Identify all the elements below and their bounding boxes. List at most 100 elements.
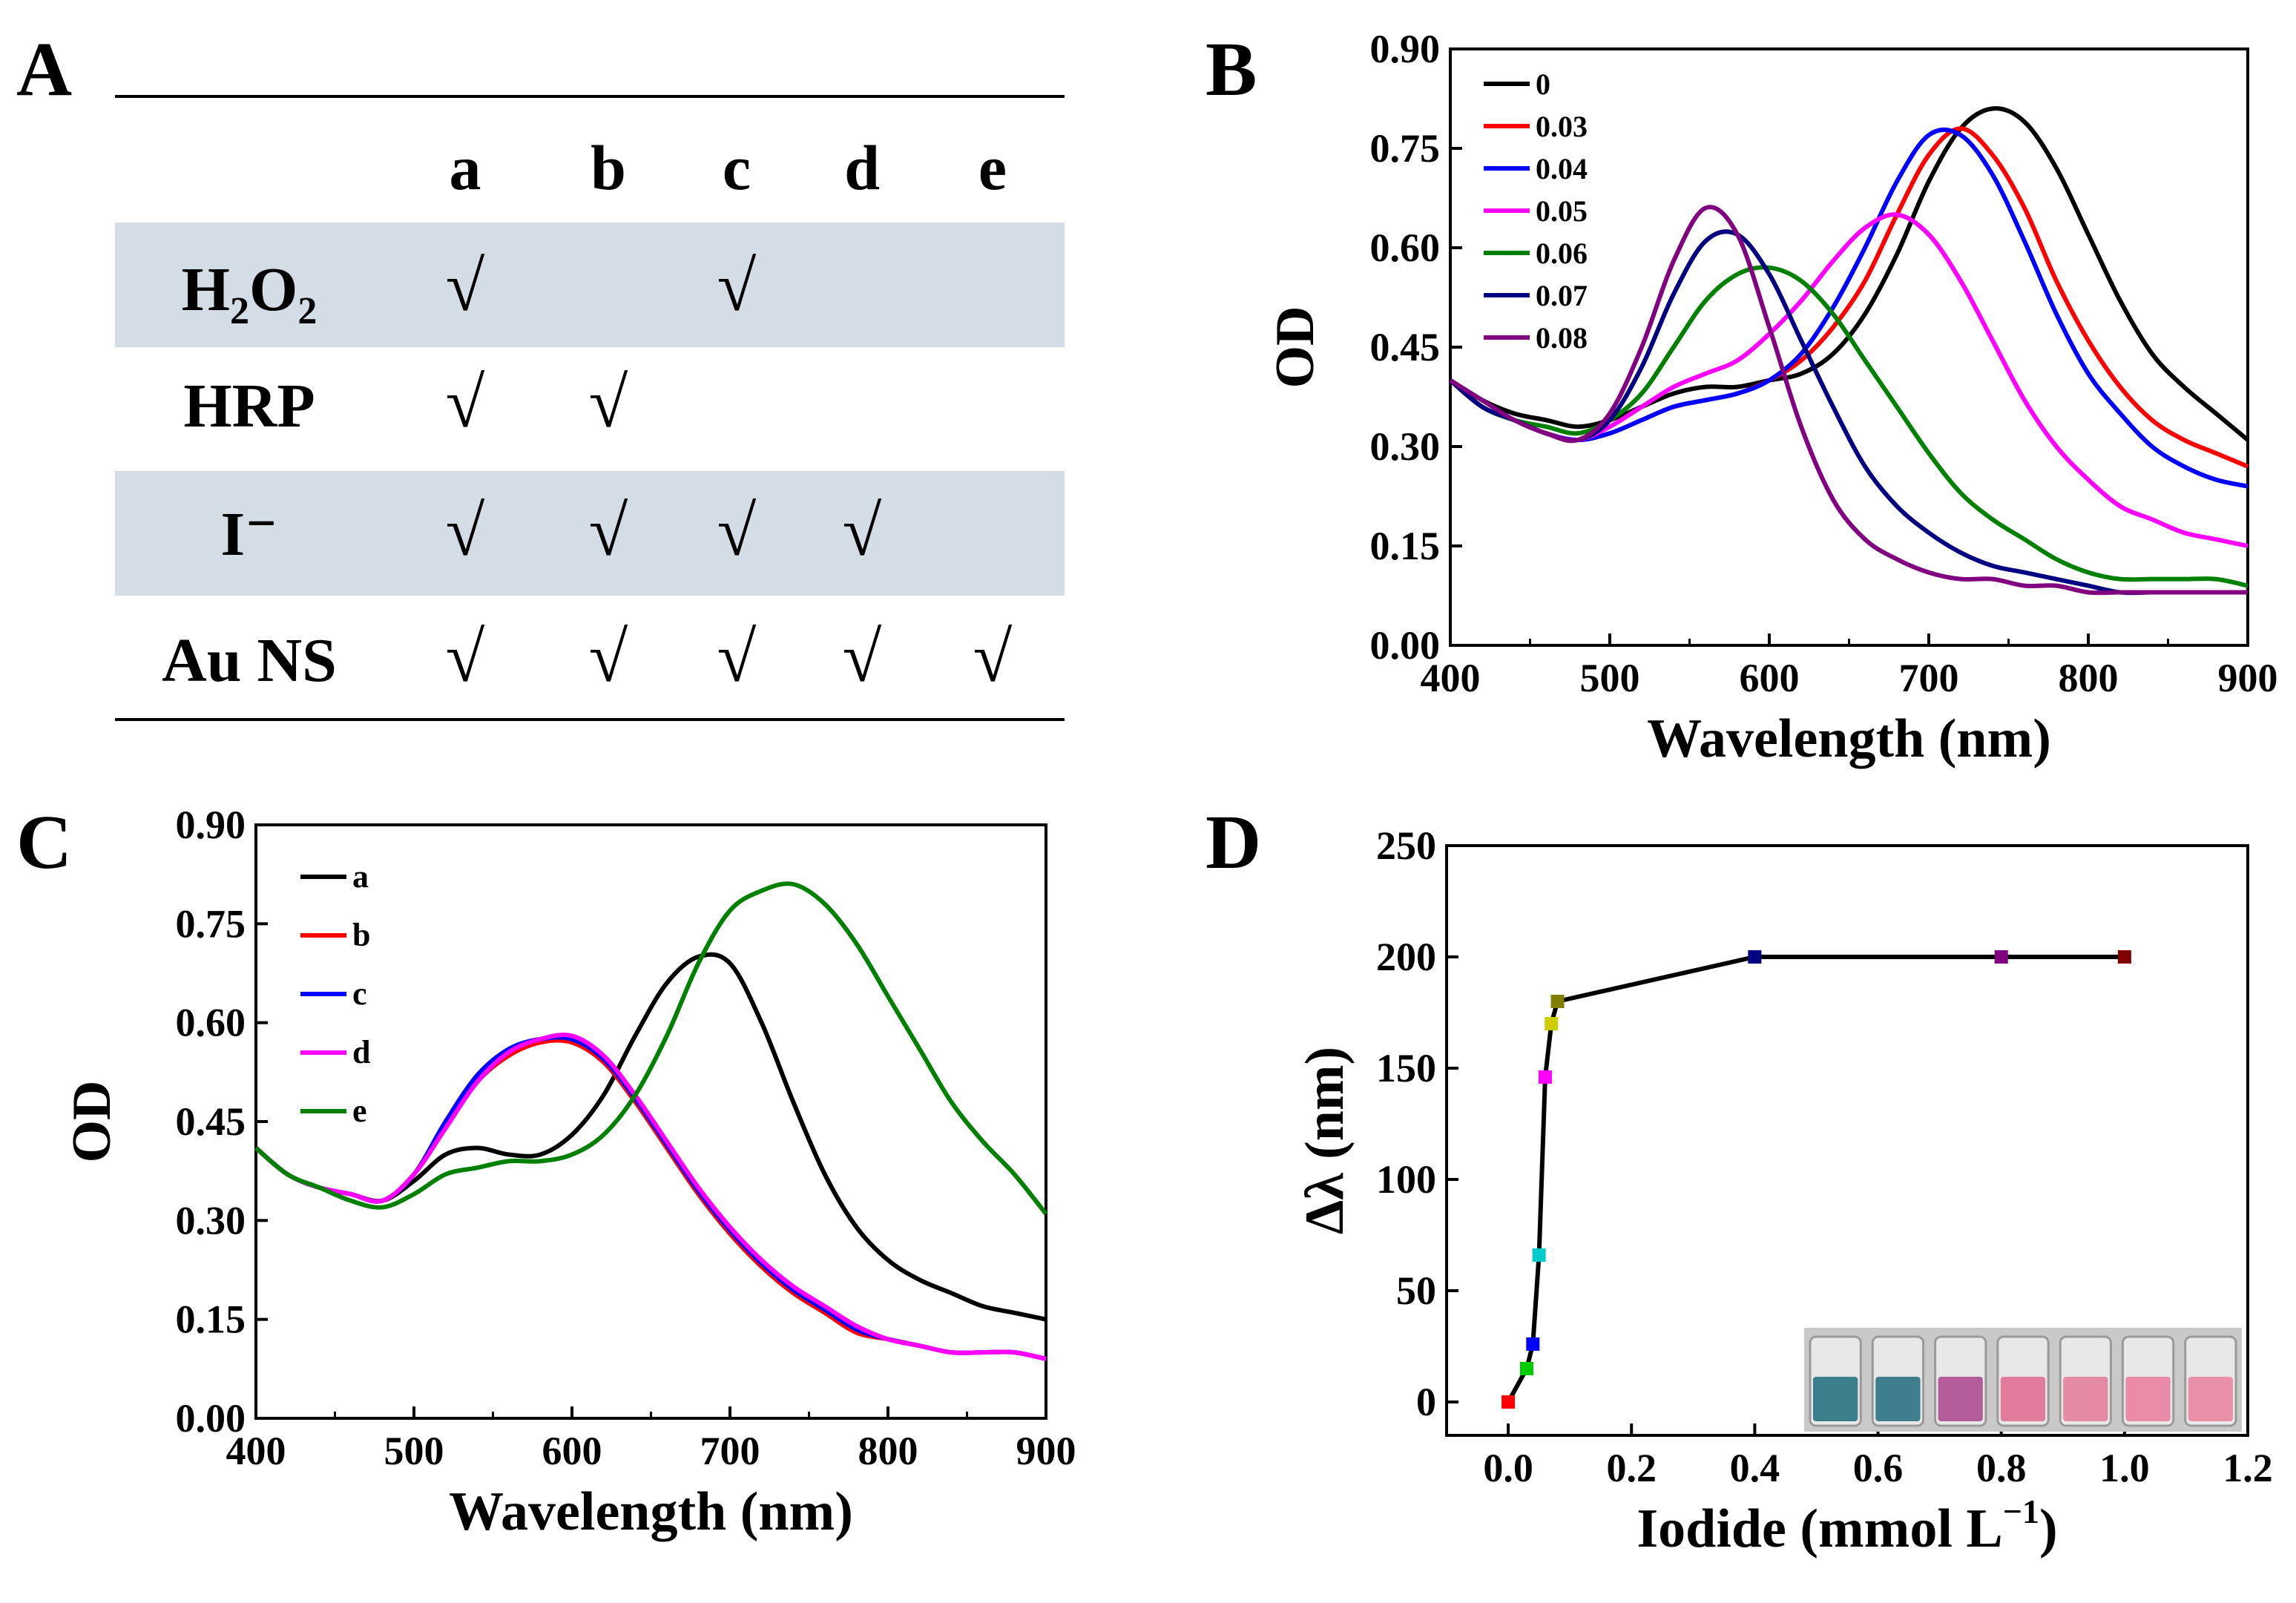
y-tick-label: 0.30 xyxy=(1370,424,1441,469)
legend-label-0.08: 0.08 xyxy=(1536,321,1588,355)
column-header-a: a xyxy=(450,132,481,203)
vial-solution xyxy=(1813,1377,1858,1421)
panel-label-c: C xyxy=(16,800,72,885)
data-point xyxy=(1550,995,1565,1008)
legend-label-c: c xyxy=(352,975,367,1012)
y-tick-label: 250 xyxy=(1376,823,1436,868)
table-check-marks: √ √ √ √ √ √ √ √ √ √ √ √ √ xyxy=(446,246,1013,697)
data-point xyxy=(1501,1395,1516,1409)
x-tick-label: 500 xyxy=(1580,656,1640,700)
y-tick-label: 0.60 xyxy=(176,1001,246,1045)
series-line-a xyxy=(254,952,1047,1322)
legend-label-b: b xyxy=(352,917,370,953)
legend-label-0.05: 0.05 xyxy=(1536,194,1588,228)
y-tick-label: 0.15 xyxy=(176,1297,246,1342)
data-point xyxy=(1545,1017,1559,1030)
vial-solution xyxy=(1875,1377,1921,1421)
series-line-0.08 xyxy=(1449,205,2248,596)
table-row-shade-1 xyxy=(115,223,1065,347)
x-tick-label: 0.0 xyxy=(1483,1446,1533,1490)
y-tick-label: 0.30 xyxy=(176,1198,246,1242)
column-header-b: b xyxy=(591,132,626,203)
x-tick-label: 600 xyxy=(1740,656,1800,700)
series-line-d xyxy=(254,1033,1047,1361)
x-axis-label: Wavelength (nm) xyxy=(449,1481,853,1542)
x-tick-label: 700 xyxy=(1899,656,1959,700)
x-tick-label: 1.2 xyxy=(2223,1446,2273,1490)
legend-label-d: d xyxy=(352,1034,370,1070)
check-mark: √ xyxy=(973,617,1013,697)
data-point xyxy=(1532,1248,1546,1262)
series-line-c xyxy=(254,1035,1047,1361)
x-tick-label: 1.0 xyxy=(2099,1446,2150,1490)
table-row-shade-3 xyxy=(115,471,1065,596)
column-header-d: d xyxy=(844,132,880,203)
y-tick-label: 0.15 xyxy=(1370,524,1441,568)
y-axis-label: OD xyxy=(1265,306,1326,389)
row-label-iodide: I⁻ xyxy=(220,500,277,569)
x-tick-label: 0.4 xyxy=(1730,1446,1780,1490)
x-tick-label: 0.6 xyxy=(1853,1446,1904,1490)
y-tick-label: 100 xyxy=(1376,1157,1436,1202)
panel-label-b: B xyxy=(1205,27,1257,112)
series-line-0 xyxy=(1449,106,2249,442)
data-line xyxy=(1506,955,2125,1403)
vial-solution xyxy=(2063,1377,2108,1421)
legend-label-0.07: 0.07 xyxy=(1536,279,1588,312)
legend-label-0.06: 0.06 xyxy=(1536,237,1588,270)
y-tick-label: 0.60 xyxy=(1370,226,1441,270)
check-mark: √ xyxy=(589,617,628,697)
y-tick-label: 200 xyxy=(1376,935,1436,979)
y-tick-label: 0.90 xyxy=(176,803,246,847)
check-mark: √ xyxy=(717,617,757,697)
legend-label-0.03: 0.03 xyxy=(1536,110,1588,143)
x-tick-label: 700 xyxy=(700,1429,760,1473)
y-tick-label: 0 xyxy=(1416,1380,1436,1424)
column-header-e: e xyxy=(978,132,1007,203)
panel-c-chart: C 400 500 600 700 800 900 0.00 0.15 0.30 0.45 0.60… xyxy=(16,800,1076,1542)
row-label-au-ns: Au NS xyxy=(162,626,337,695)
row-label-h2o2: H2O2 xyxy=(182,255,318,332)
x-tick-label: 900 xyxy=(1016,1429,1076,1473)
x-axis-label: Wavelength (nm) xyxy=(1647,708,2051,769)
x-tick-label: 900 xyxy=(2218,656,2278,700)
data-point xyxy=(1538,1070,1552,1084)
check-mark: √ xyxy=(589,491,628,570)
vial-solution xyxy=(2000,1377,2046,1421)
y-tick-label: 50 xyxy=(1396,1268,1436,1313)
check-mark: √ xyxy=(446,491,485,570)
y-tick-label: 0.00 xyxy=(176,1396,246,1441)
legend-label-0.04: 0.04 xyxy=(1536,152,1588,185)
vial-solution xyxy=(2188,1377,2233,1421)
check-mark: √ xyxy=(589,363,628,442)
check-mark: √ xyxy=(843,491,882,570)
y-tick-label: 0.45 xyxy=(1370,325,1441,369)
row-label-hrp: HRP xyxy=(183,372,315,441)
plot-frame xyxy=(1445,844,2249,1437)
y-tick-label: 0.90 xyxy=(1370,27,1441,71)
series-line-0.06 xyxy=(1449,265,2249,588)
x-axis-label: Iodide (mmol L−1) xyxy=(1637,1492,2057,1559)
x-tick-label: 400 xyxy=(226,1429,286,1473)
x-tick-label: 0.2 xyxy=(1606,1446,1657,1490)
y-tick-label: 0.45 xyxy=(176,1099,246,1144)
panel-label-d: D xyxy=(1205,800,1261,885)
check-mark: √ xyxy=(446,246,485,326)
series-line-e xyxy=(254,881,1048,1216)
legend-label-e: e xyxy=(352,1093,367,1129)
panel-d-chart: D 0.0 0.2 0.4 0.6 0.8 1.0 1.2 0 50 100 150 200 250 Io… xyxy=(1205,800,2273,1559)
data-point xyxy=(1520,1362,1533,1375)
x-tick-label: 800 xyxy=(858,1429,918,1473)
check-mark: √ xyxy=(446,617,485,697)
data-point xyxy=(1526,1337,1540,1351)
x-tick-label: 400 xyxy=(1421,656,1481,700)
check-mark: √ xyxy=(843,617,882,697)
y-axis-label: OD xyxy=(62,1081,122,1163)
column-header-c: c xyxy=(723,132,751,203)
y-tick-label: 150 xyxy=(1376,1046,1436,1090)
x-tick-label: 0.8 xyxy=(1976,1446,2027,1490)
vial-solution xyxy=(2125,1377,2171,1421)
panel-label-a: A xyxy=(16,27,72,112)
x-tick-label: 600 xyxy=(542,1429,602,1473)
y-tick-label: 0.75 xyxy=(1370,126,1441,171)
